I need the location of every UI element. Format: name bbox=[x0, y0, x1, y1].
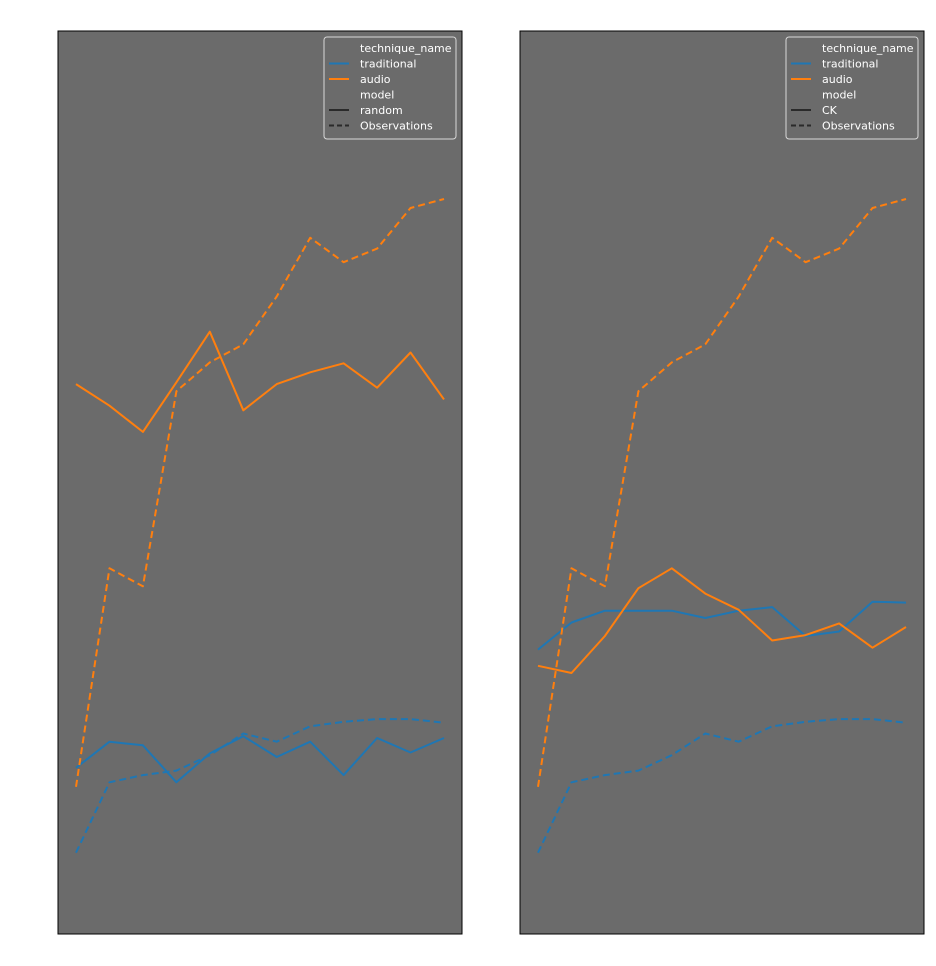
legend: technique_name traditional audio model rando… bbox=[323, 36, 457, 140]
series-line-traditional-observations bbox=[537, 718, 907, 854]
chart-panel-2: technique_name traditional audio model CK Obs… bbox=[519, 30, 925, 935]
series-line-traditional-observations bbox=[75, 718, 445, 854]
legend-entry-label: audio bbox=[822, 73, 853, 86]
series-line-audio-observations bbox=[75, 198, 445, 787]
legend-header: technique_name bbox=[822, 42, 914, 55]
legend-header: model bbox=[360, 89, 394, 102]
legend-entry-label: audio bbox=[360, 73, 391, 86]
legend-entry-label: Observations bbox=[360, 120, 433, 133]
legend-box bbox=[323, 36, 457, 140]
plot-area bbox=[519, 30, 925, 935]
series-line-traditional-model bbox=[75, 735, 445, 784]
legend-box bbox=[785, 36, 919, 140]
chart-panel-1: technique_name traditional audio model rando… bbox=[57, 30, 463, 935]
legend-entry-label: CK bbox=[822, 104, 838, 117]
legend-header: model bbox=[822, 89, 856, 102]
series-line-audio-model bbox=[537, 567, 907, 674]
series-line-audio-observations bbox=[537, 198, 907, 787]
legend-entry-label: random bbox=[360, 104, 403, 117]
legend-header: technique_name bbox=[360, 42, 452, 55]
legend-entry-label: traditional bbox=[822, 58, 878, 71]
plot-area bbox=[57, 30, 463, 935]
legend-entry-label: traditional bbox=[360, 58, 416, 71]
legend: technique_name traditional audio model CK Obs… bbox=[785, 36, 919, 140]
legend-entry-label: Observations bbox=[822, 120, 895, 133]
series-line-audio-model bbox=[75, 330, 445, 433]
